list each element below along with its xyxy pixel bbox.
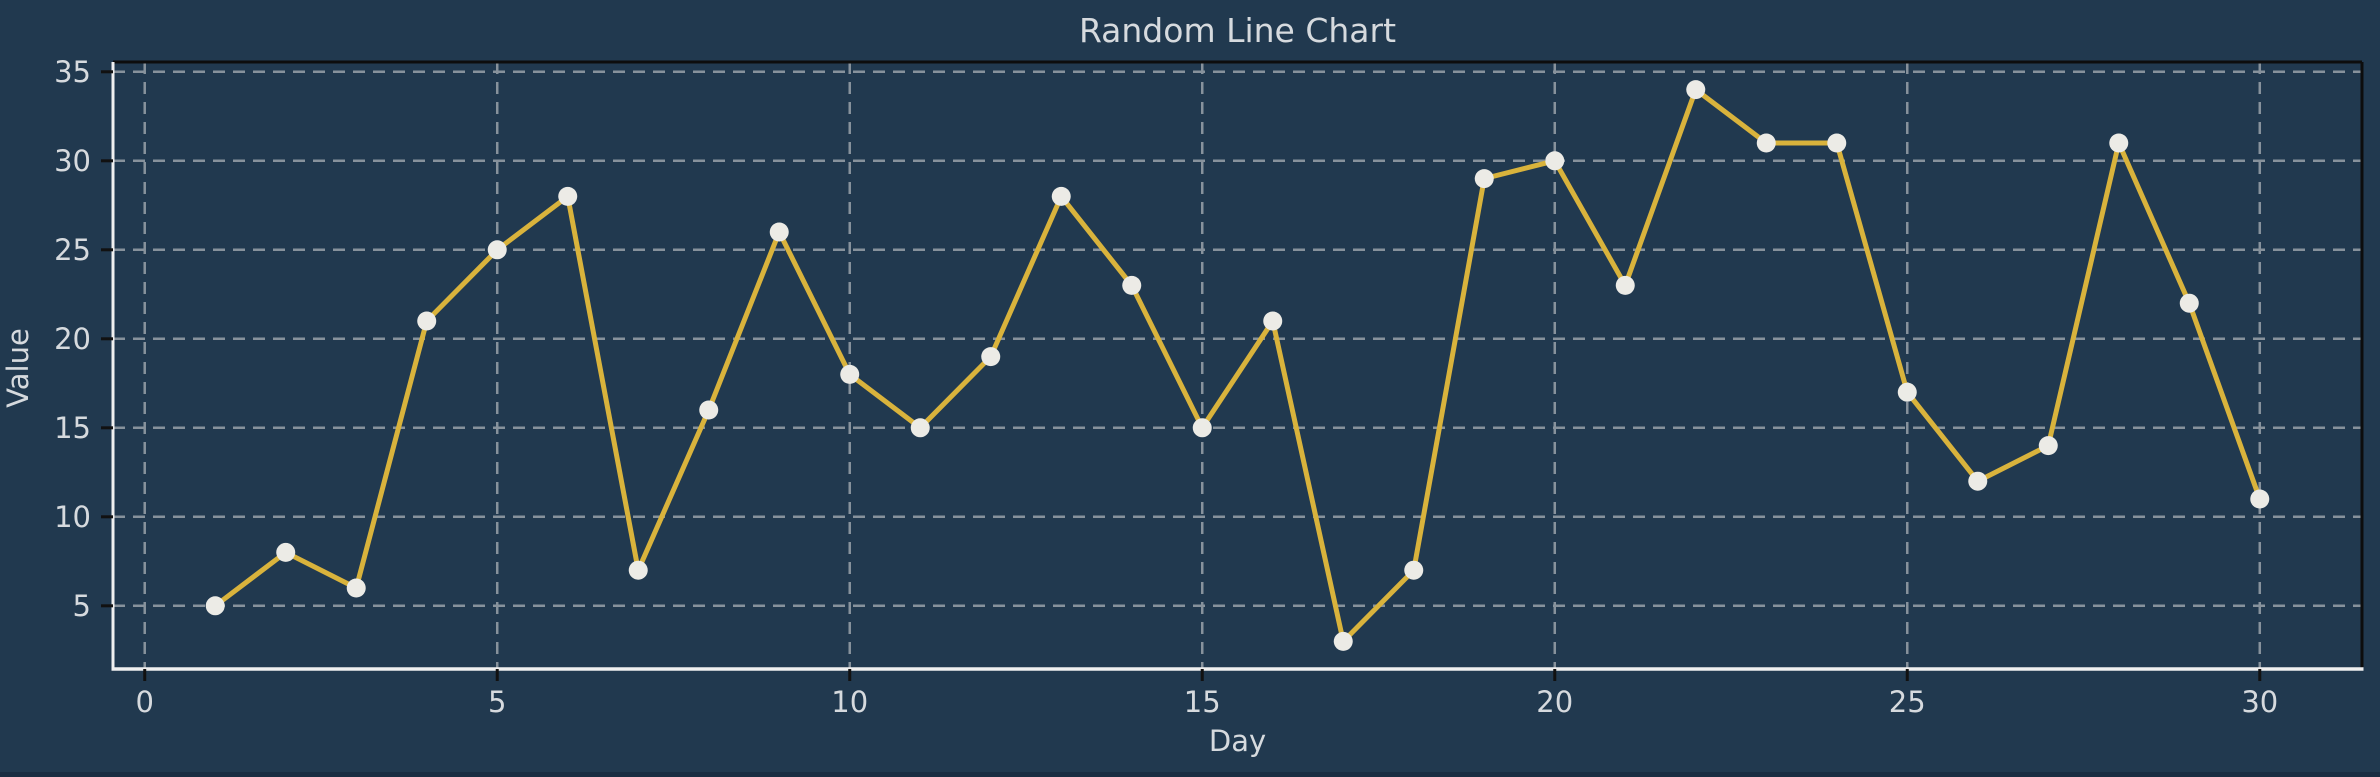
- data-point-marker: [1404, 560, 1424, 580]
- data-point-marker: [1968, 471, 1988, 491]
- data-point-marker: [840, 364, 860, 384]
- data-point-marker: [1545, 151, 1565, 171]
- data-point-marker: [205, 596, 225, 616]
- x-axis-label: Day: [1208, 724, 1267, 758]
- x-tick-label: 10: [831, 685, 868, 719]
- data-point-marker: [558, 186, 578, 206]
- y-tick-label: 25: [54, 233, 91, 267]
- data-point-marker: [487, 240, 507, 260]
- data-point-marker: [2250, 489, 2270, 509]
- y-tick-label: 35: [54, 55, 91, 89]
- x-tick-label: 5: [488, 685, 506, 719]
- chart-title: Random Line Chart: [1078, 11, 1397, 50]
- x-tick-label: 25: [1889, 685, 1926, 719]
- y-axis-label: Value: [1, 328, 35, 408]
- x-tick-label: 0: [135, 685, 153, 719]
- y-tick-label: 10: [54, 500, 91, 534]
- data-point-marker: [346, 578, 366, 598]
- data-point-marker: [1756, 133, 1776, 153]
- data-point-marker: [2038, 436, 2058, 456]
- y-tick-label: 5: [73, 589, 91, 623]
- data-point-marker: [769, 222, 789, 242]
- data-point-marker: [1474, 169, 1494, 189]
- data-point-marker: [910, 418, 930, 438]
- data-point-marker: [417, 311, 437, 331]
- data-point-marker: [1615, 275, 1635, 295]
- data-point-marker: [1897, 382, 1917, 402]
- data-point-marker: [2179, 293, 2199, 313]
- figure-bottom-edge: [0, 772, 2380, 777]
- data-point-marker: [699, 400, 719, 420]
- data-point-marker: [276, 542, 296, 562]
- data-point-marker: [1122, 275, 1142, 295]
- data-point-marker: [1686, 80, 1706, 100]
- y-tick-label: 20: [54, 322, 91, 356]
- x-tick-label: 20: [1536, 685, 1573, 719]
- data-line: [212, 85, 2263, 647]
- data-point-marker: [628, 560, 648, 580]
- y-tick-label: 30: [54, 144, 91, 178]
- y-tick-label: 15: [54, 411, 91, 445]
- data-point-marker: [1333, 631, 1353, 651]
- x-tick-label: 15: [1184, 685, 1221, 719]
- data-point-marker: [1263, 311, 1283, 331]
- data-point-marker: [1192, 418, 1212, 438]
- x-tick-label: 30: [2241, 685, 2278, 719]
- data-point-marker: [2109, 133, 2129, 153]
- data-point-marker: [1827, 133, 1847, 153]
- data-point-marker: [981, 347, 1001, 367]
- data-point-marker: [1051, 186, 1071, 206]
